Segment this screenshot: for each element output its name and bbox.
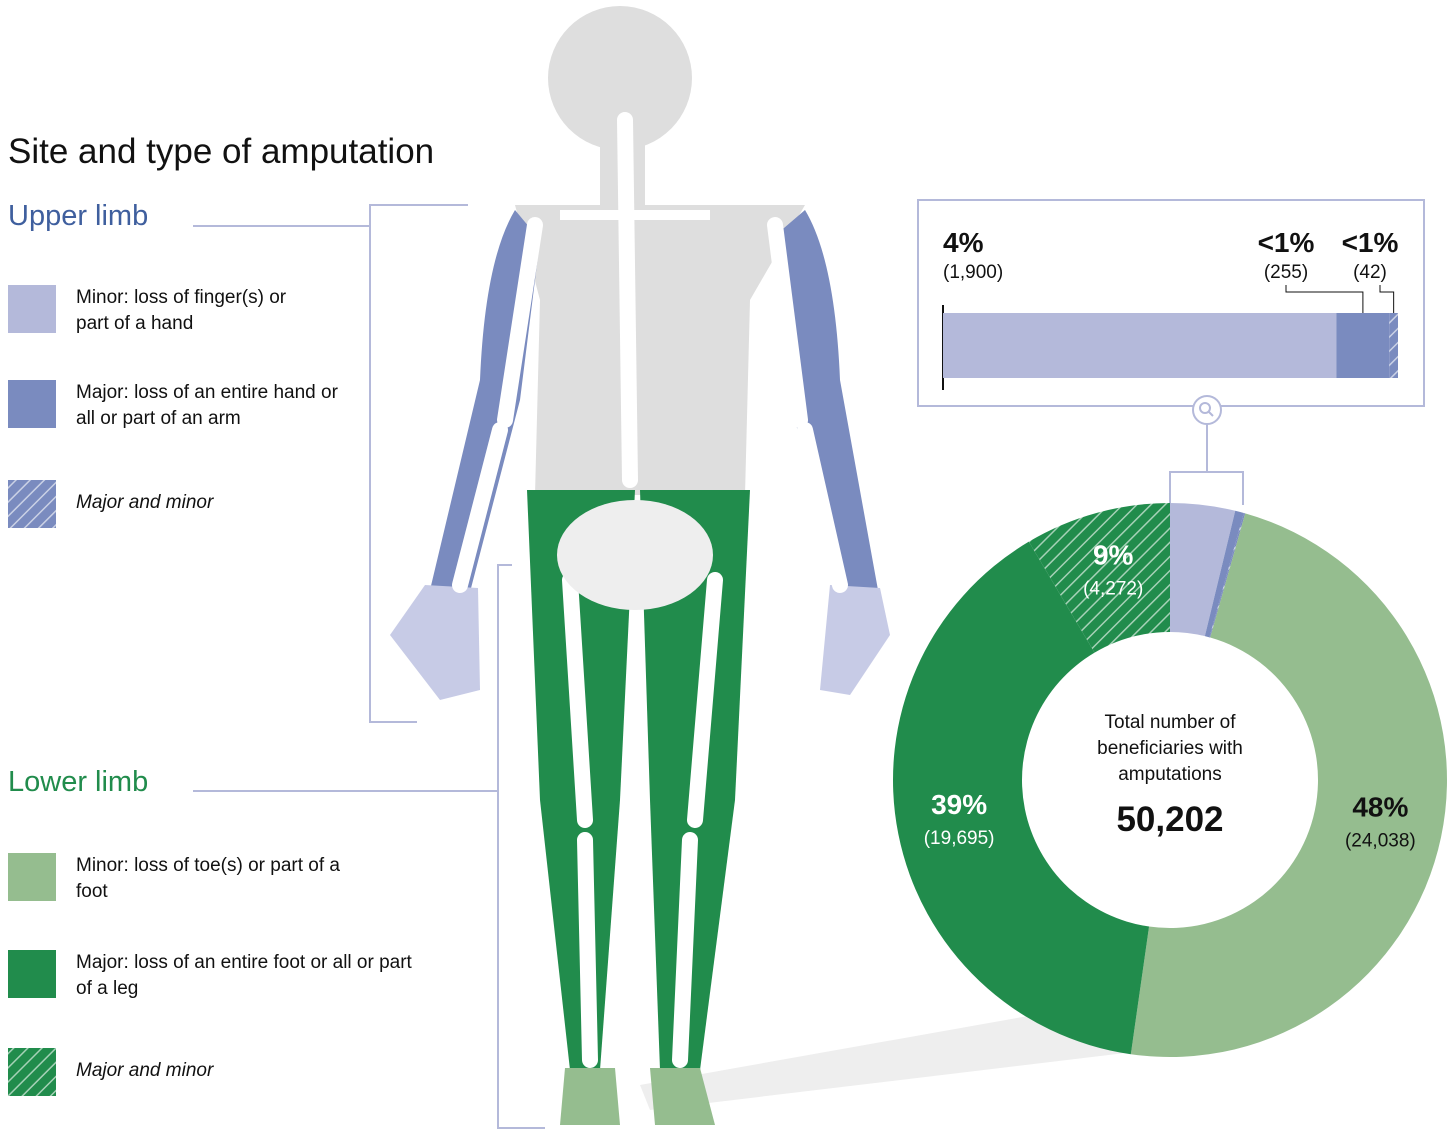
value-label: (255) [1264,262,1308,283]
value-label: (19,695) [924,828,995,849]
chart-title: Site and type of amputation [8,132,434,172]
legend-text: Major and minor [76,1058,376,1084]
inset-bar [943,313,1336,378]
legend-swatch [8,950,56,998]
left-foot [560,1068,620,1125]
left-hand [390,585,480,700]
center-total: 50,202 [1070,800,1270,840]
legend-text: Major: loss of an entire hand or all or … [76,380,346,432]
legend-swatch [8,853,56,901]
percent-label: 9% [1093,540,1134,571]
legend-text: Minor: loss of finger(s) or part of a ha… [76,285,296,337]
percent-label: 4% [943,227,984,258]
legend-text: Major and minor [76,490,376,516]
right-hand [820,585,890,695]
legend-swatch [8,480,56,528]
legend-swatch [8,380,56,428]
inset-bar [1389,313,1398,378]
leader-line [1286,285,1363,313]
value-label: (24,038) [1345,830,1416,851]
value-label: (1,900) [943,262,1003,283]
zoom-bracket [1170,472,1243,505]
percent-label: 39% [931,789,987,820]
group-label: Upper limb [8,200,148,233]
legend-swatch [8,1048,56,1096]
pelvis [557,500,713,610]
value-label: (42) [1353,262,1387,283]
legend-swatch [8,285,56,333]
bone [680,840,690,1060]
percent-label: 48% [1352,791,1408,822]
center-text: Total number of beneficiaries with amput… [1070,710,1270,788]
value-label: (4,272) [1083,579,1143,600]
percent-label: <1% [1258,227,1315,258]
inset-bar [1336,313,1389,378]
page: {"chart_data": { "type": "donut", "title… [0,0,1453,1132]
magnifier [1193,396,1221,424]
bone [585,840,590,1060]
torso [515,205,805,495]
spine [625,120,630,480]
legend-text: Minor: loss of toe(s) or part of a foot [76,853,366,905]
percent-label: <1% [1342,227,1399,258]
legend-text: Major: loss of an entire foot or all or … [76,950,421,1002]
group-label: Lower limb [8,766,148,799]
leader-line [1380,285,1394,313]
